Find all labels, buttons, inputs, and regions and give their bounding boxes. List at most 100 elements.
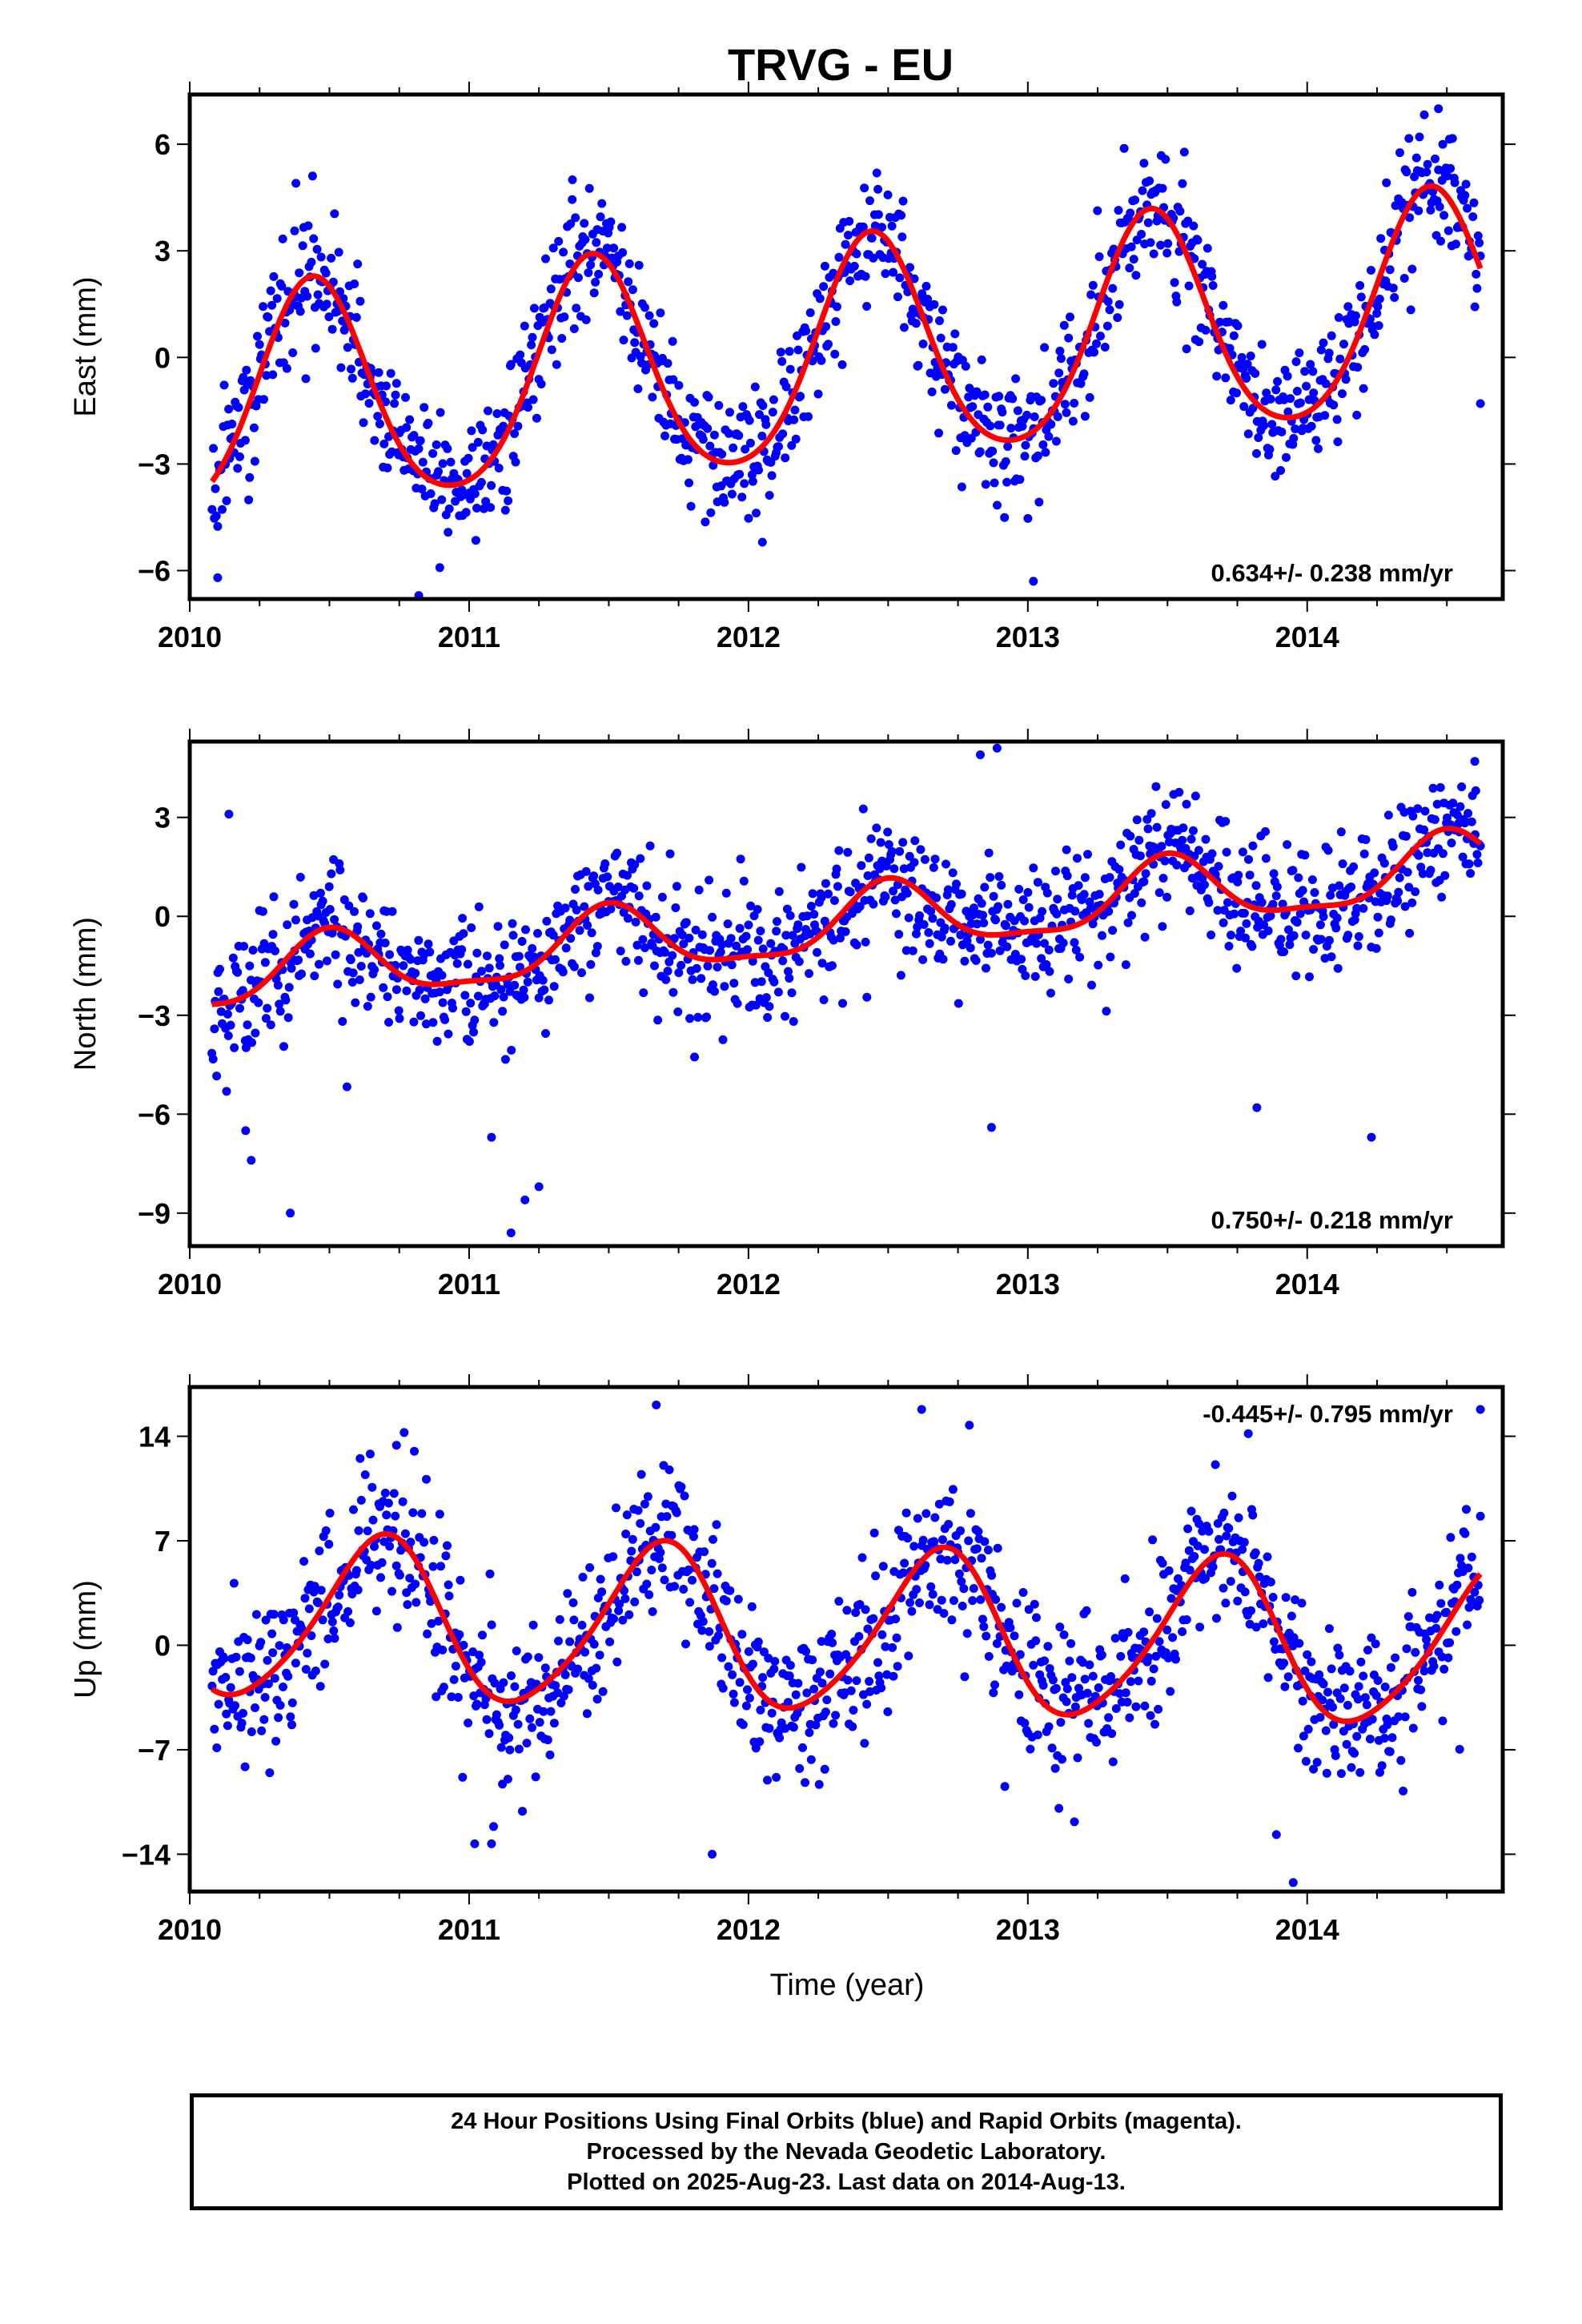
east-observation-point — [402, 423, 412, 432]
east-observation-point — [347, 373, 357, 383]
east-observation-point — [573, 273, 583, 283]
east-observation-point — [1108, 283, 1118, 293]
north-observation-point — [994, 872, 1004, 881]
east-observation-point — [528, 395, 538, 404]
up-observation-point — [712, 1520, 721, 1530]
up-observation-point — [1200, 1545, 1209, 1554]
east-observation-point — [1271, 472, 1280, 481]
north-observation-point — [954, 999, 963, 1008]
north-observation-point — [1021, 971, 1030, 980]
up-observation-point — [1303, 1724, 1313, 1734]
north-observation-point — [1238, 847, 1247, 857]
up-observation-point — [556, 1699, 566, 1707]
up-observation-point — [1255, 1572, 1264, 1582]
up-observation-point — [745, 1693, 754, 1703]
north-observation-point — [904, 913, 913, 923]
up-observation-point — [1445, 1638, 1455, 1647]
up-observation-point — [275, 1700, 285, 1710]
up-observation-point — [1047, 1743, 1057, 1753]
up-observation-point — [1396, 1755, 1406, 1765]
up-observation-point — [1243, 1429, 1253, 1438]
up-observation-point — [251, 1610, 261, 1619]
up-observation-point — [1195, 1519, 1204, 1529]
north-observation-point — [1146, 809, 1156, 818]
north-observation-point — [572, 905, 581, 915]
east-observation-point — [1476, 399, 1485, 408]
up-observation-point — [991, 1594, 1001, 1604]
up-observation-point — [907, 1606, 917, 1616]
east-observation-point — [527, 340, 536, 350]
up-observation-point — [568, 1598, 578, 1607]
east-observation-point — [316, 252, 326, 262]
east-observation-point — [470, 489, 480, 498]
east-observation-point — [1060, 400, 1070, 409]
up-observation-point — [1436, 1598, 1446, 1608]
up-observation-point — [511, 1705, 520, 1715]
north-observation-point — [966, 943, 975, 953]
east-observation-point — [1265, 444, 1275, 454]
up-observation-point — [1168, 1633, 1178, 1642]
up-observation-point — [1110, 1634, 1120, 1643]
north-observation-point — [1045, 967, 1054, 976]
north-observation-point — [688, 975, 697, 984]
north-observation-point — [784, 967, 793, 976]
footer-line-3: Plotted on 2025-Aug-23. Last data on 201… — [567, 2169, 1126, 2195]
north-observation-point — [653, 1015, 663, 1025]
east-observation-point — [1343, 302, 1353, 312]
east-observation-point — [1411, 153, 1421, 163]
up-observation-point — [299, 1557, 309, 1566]
up-observation-point — [376, 1573, 385, 1582]
up-observation-point — [478, 1630, 487, 1640]
east-observation-point — [1306, 360, 1315, 369]
north-observation-point — [490, 991, 500, 1000]
north-observation-point — [1386, 915, 1395, 925]
up-observation-point — [1240, 1587, 1250, 1597]
up-observation-point — [459, 1640, 468, 1650]
up-observation-point — [267, 1629, 277, 1638]
up-observation-point — [1438, 1716, 1447, 1726]
east-observation-point — [359, 418, 368, 428]
east-observation-point — [262, 371, 271, 380]
east-observation-point — [649, 319, 659, 328]
x-axis-label: Time (year) — [770, 1968, 925, 2002]
north-observation-point — [248, 946, 258, 955]
east-observation-point — [938, 305, 947, 315]
east-observation-point — [327, 253, 336, 263]
north-observation-point — [324, 882, 334, 891]
east-observation-point — [817, 356, 826, 365]
up-observation-point — [934, 1499, 944, 1509]
north-observation-point — [466, 999, 476, 1008]
north-observation-point — [1213, 906, 1223, 915]
east-observation-point — [918, 340, 928, 348]
north-observation-point — [629, 883, 639, 893]
north-observation-point — [1074, 881, 1083, 891]
east-observation-point — [309, 234, 319, 243]
up-observation-point — [621, 1530, 631, 1538]
up-observation-point — [1443, 1653, 1453, 1663]
east-observation-point — [911, 319, 921, 328]
east-observation-point — [211, 484, 220, 493]
east-observation-point — [777, 356, 787, 366]
east-observation-point — [865, 196, 874, 206]
up-observation-point — [528, 1620, 538, 1630]
up-observation-point — [869, 1528, 879, 1538]
up-observation-point — [1476, 1511, 1485, 1521]
east-observation-point — [1103, 297, 1113, 307]
up-observation-point — [286, 1712, 295, 1722]
east-observation-point — [1029, 577, 1038, 586]
east-observation-point — [511, 457, 520, 467]
north-observation-point — [214, 987, 223, 996]
east-observation-point — [1316, 345, 1326, 355]
north-observation-point — [472, 948, 482, 958]
north-observation-point — [1269, 869, 1279, 879]
east-observation-point — [1149, 249, 1158, 259]
up-observation-point — [609, 1614, 618, 1623]
up-observation-point — [1065, 1656, 1074, 1666]
north-observation-point — [1354, 932, 1363, 941]
up-observation-point — [938, 1535, 947, 1545]
east-observation-point — [1162, 248, 1172, 258]
east-observation-point — [370, 436, 379, 445]
north-observation-point — [385, 950, 395, 959]
up-observation-point — [913, 1514, 922, 1523]
east-observation-point — [245, 472, 255, 482]
